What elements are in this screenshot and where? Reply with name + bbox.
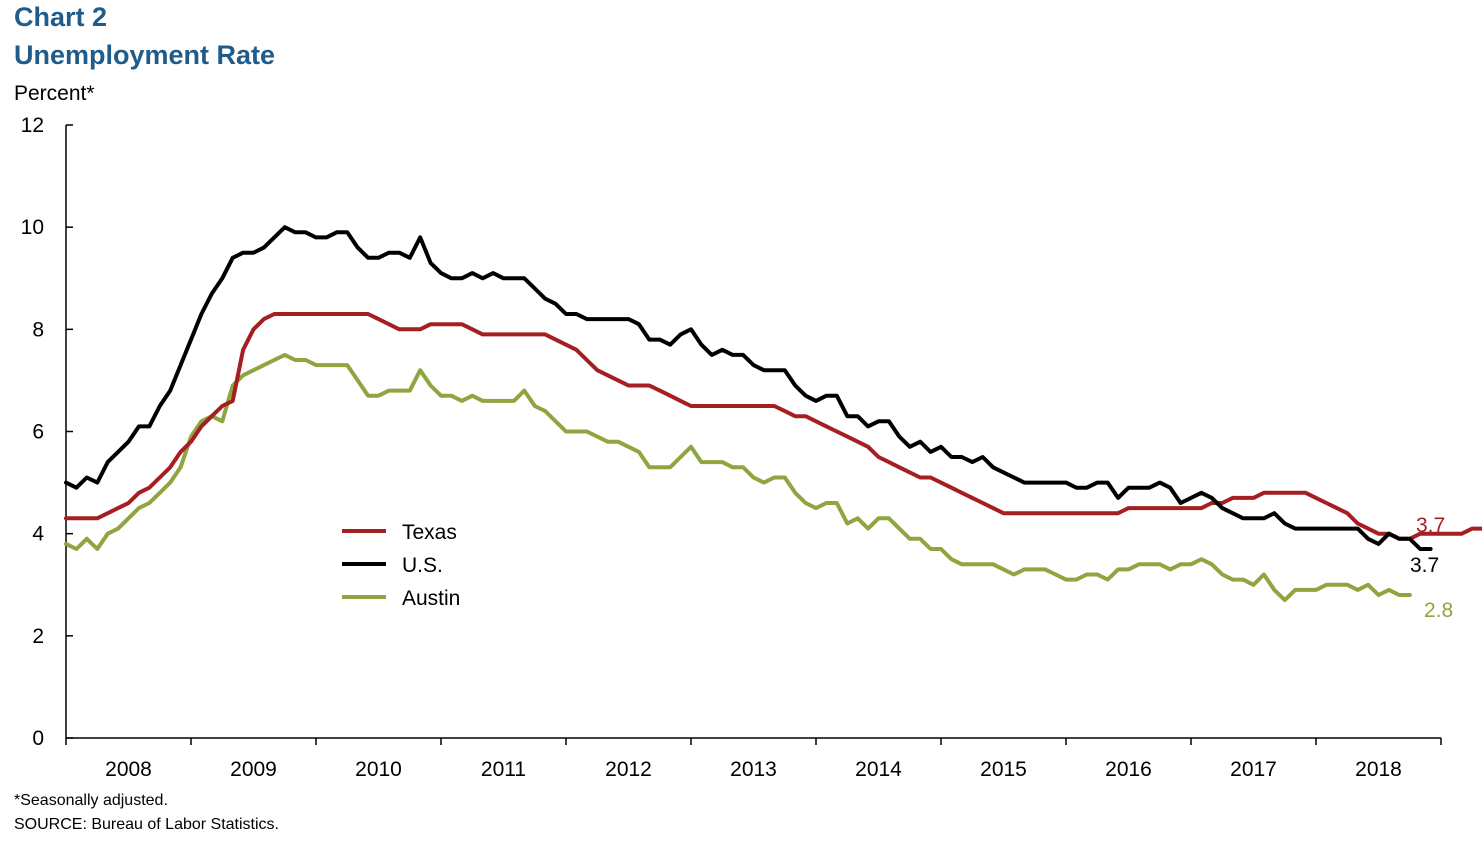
y-tick-label: 10 <box>21 216 44 239</box>
x-tick-label: 2013 <box>730 758 777 781</box>
y-axis-label: Percent* <box>14 82 95 105</box>
x-tick-label: 2015 <box>980 758 1027 781</box>
chart-number: Chart 2 <box>14 2 108 32</box>
series-line-austin <box>64 352 1412 603</box>
end-labels: 3.7 3.7 2.8 <box>1410 514 1453 622</box>
x-tick-label: 2014 <box>855 758 902 781</box>
x-tick-label: 2017 <box>1230 758 1277 781</box>
legend-label: Austin <box>402 587 460 610</box>
footnote: *Seasonally adjusted. <box>14 792 168 809</box>
x-tick-label: 2008 <box>105 758 152 781</box>
legend: Texas U.S. Austin <box>342 521 460 610</box>
end-value-label: 3.7 <box>1410 554 1439 577</box>
legend-label: Texas <box>402 521 457 544</box>
series-lines <box>64 225 1482 603</box>
axes: 0 2 4 6 8 10 12 2008 2009 2010 2011 2012 2013 2014 201… <box>21 114 1442 781</box>
series-line-texas <box>64 312 1482 541</box>
series-line-us <box>64 225 1433 551</box>
chart-title: Unemployment Rate <box>14 40 276 70</box>
x-tick-label: 2012 <box>605 758 652 781</box>
y-tick-label: 0 <box>32 727 44 750</box>
source-note: SOURCE: Bureau of Labor Statistics. <box>14 816 279 833</box>
y-tick-label: 12 <box>21 114 44 137</box>
y-tick-label: 2 <box>32 625 44 648</box>
end-value-label: 3.7 <box>1416 514 1445 537</box>
line-chart: 0 2 4 6 8 10 12 2008 2009 2010 2011 2012 2013 2014 201… <box>21 114 1482 781</box>
y-tick-label: 8 <box>32 318 44 341</box>
x-tick-label: 2018 <box>1355 758 1402 781</box>
x-tick-label: 2011 <box>481 758 526 781</box>
legend-label: U.S. <box>402 554 443 577</box>
y-tick-label: 4 <box>32 523 44 546</box>
y-tick-label: 6 <box>32 421 44 444</box>
x-tick-label: 2016 <box>1105 758 1152 781</box>
x-tick-label: 2009 <box>230 758 277 781</box>
x-tick-label: 2010 <box>355 758 402 781</box>
end-value-label: 2.8 <box>1424 599 1453 622</box>
